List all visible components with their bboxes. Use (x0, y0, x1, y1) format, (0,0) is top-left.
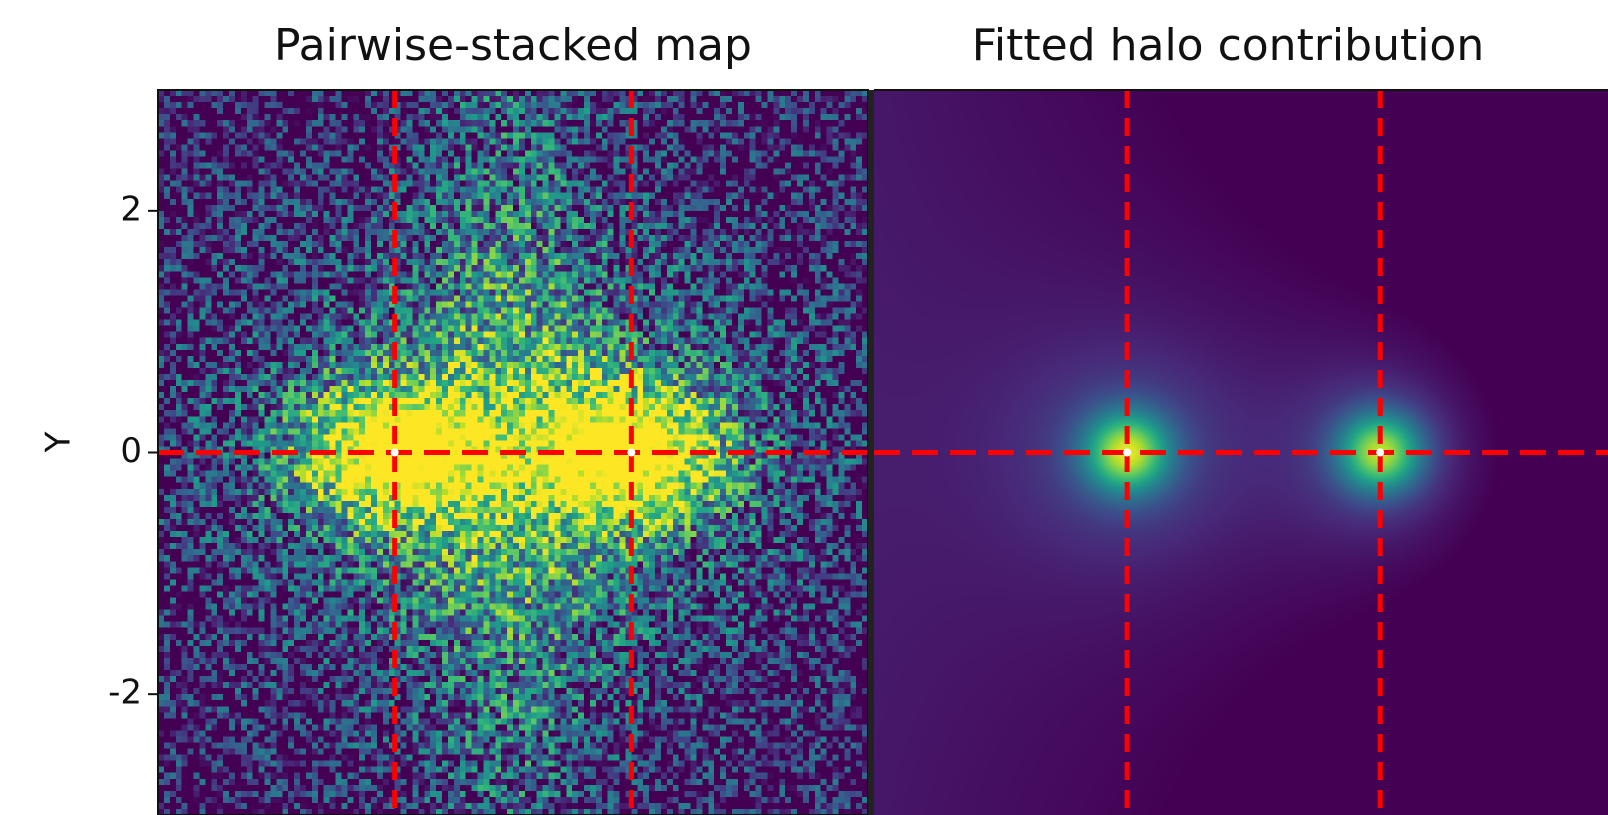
halo-center-marker-2 (1376, 448, 1385, 457)
y-tick-label: -2 (108, 673, 142, 713)
y-tick-label: 2 (120, 189, 142, 229)
y-axis-label: Y (39, 431, 79, 453)
y-tick-label: 0 (120, 431, 142, 471)
halo-center-marker-1 (1123, 448, 1132, 457)
panel-title-right: Fitted halo contribution (972, 20, 1484, 71)
panel-fitted-halo: Fitted halo contribution (874, 20, 1608, 815)
panel-title-left: Pairwise-stacked map (274, 20, 752, 71)
halo-center-marker-2 (627, 448, 636, 457)
panel-stacked-map: Pairwise-stacked map 2 0 -2 Y (39, 20, 869, 815)
y-axis-left: 2 0 -2 (108, 189, 158, 713)
halo-center-marker-1 (390, 448, 399, 457)
reference-lines-left (158, 90, 868, 815)
reference-lines-right (874, 90, 1608, 815)
panel-divider (868, 90, 874, 815)
